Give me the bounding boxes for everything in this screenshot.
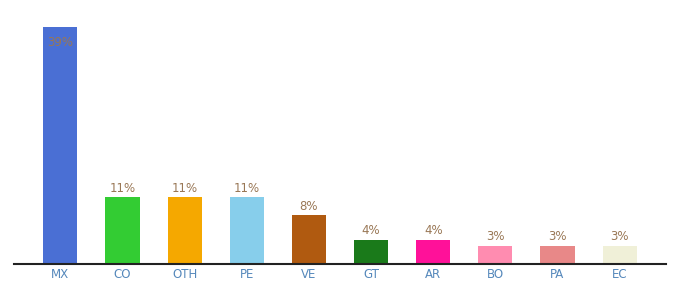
Text: 11%: 11% bbox=[171, 182, 198, 195]
Bar bbox=[478, 246, 513, 264]
Bar bbox=[230, 197, 264, 264]
Text: 8%: 8% bbox=[300, 200, 318, 213]
Bar bbox=[602, 246, 636, 264]
Bar bbox=[354, 240, 388, 264]
Text: 3%: 3% bbox=[548, 230, 566, 243]
Bar bbox=[541, 246, 575, 264]
Text: 11%: 11% bbox=[234, 182, 260, 195]
Text: 4%: 4% bbox=[362, 224, 380, 237]
Text: 4%: 4% bbox=[424, 224, 443, 237]
Text: 3%: 3% bbox=[611, 230, 629, 243]
Bar bbox=[105, 197, 139, 264]
Text: 11%: 11% bbox=[109, 182, 135, 195]
Text: 39%: 39% bbox=[48, 36, 73, 49]
Bar bbox=[416, 240, 450, 264]
Bar bbox=[167, 197, 202, 264]
Bar bbox=[292, 215, 326, 264]
Text: 3%: 3% bbox=[486, 230, 505, 243]
Bar bbox=[44, 27, 78, 264]
